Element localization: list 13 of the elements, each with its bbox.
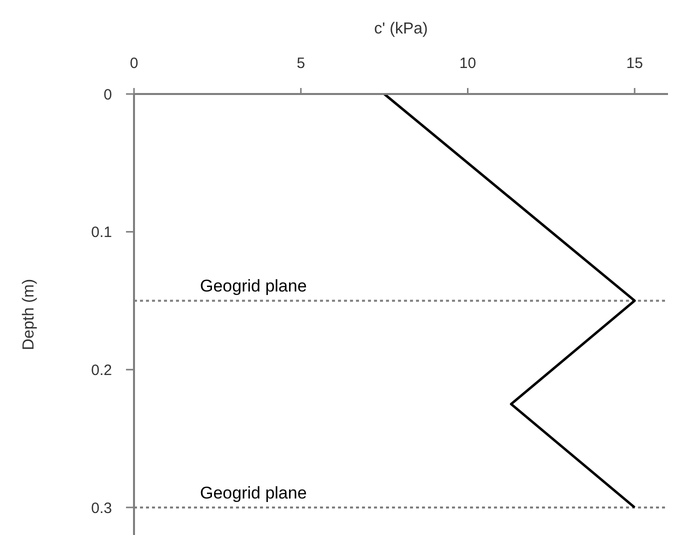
line-series (383, 94, 636, 509)
y-tick-label: 0.1 (91, 224, 112, 242)
y-axis-title: Depth (m) (20, 278, 38, 350)
x-axis-title: c' (kPa) (374, 20, 428, 38)
y-tick-label: 0.2 (91, 362, 112, 379)
x-tick-label: 10 (459, 55, 476, 72)
y-tick-label: 0 (104, 86, 112, 104)
x-tick-label: 0 (130, 55, 138, 72)
ref-line-label: Geogrid plane (200, 276, 307, 296)
x-tick-label: 5 (296, 55, 306, 72)
x-tick-label: 15 (626, 55, 643, 72)
ref-line-label: Geogrid plane (200, 483, 307, 502)
y-tick-label: 0.3 (91, 500, 112, 517)
